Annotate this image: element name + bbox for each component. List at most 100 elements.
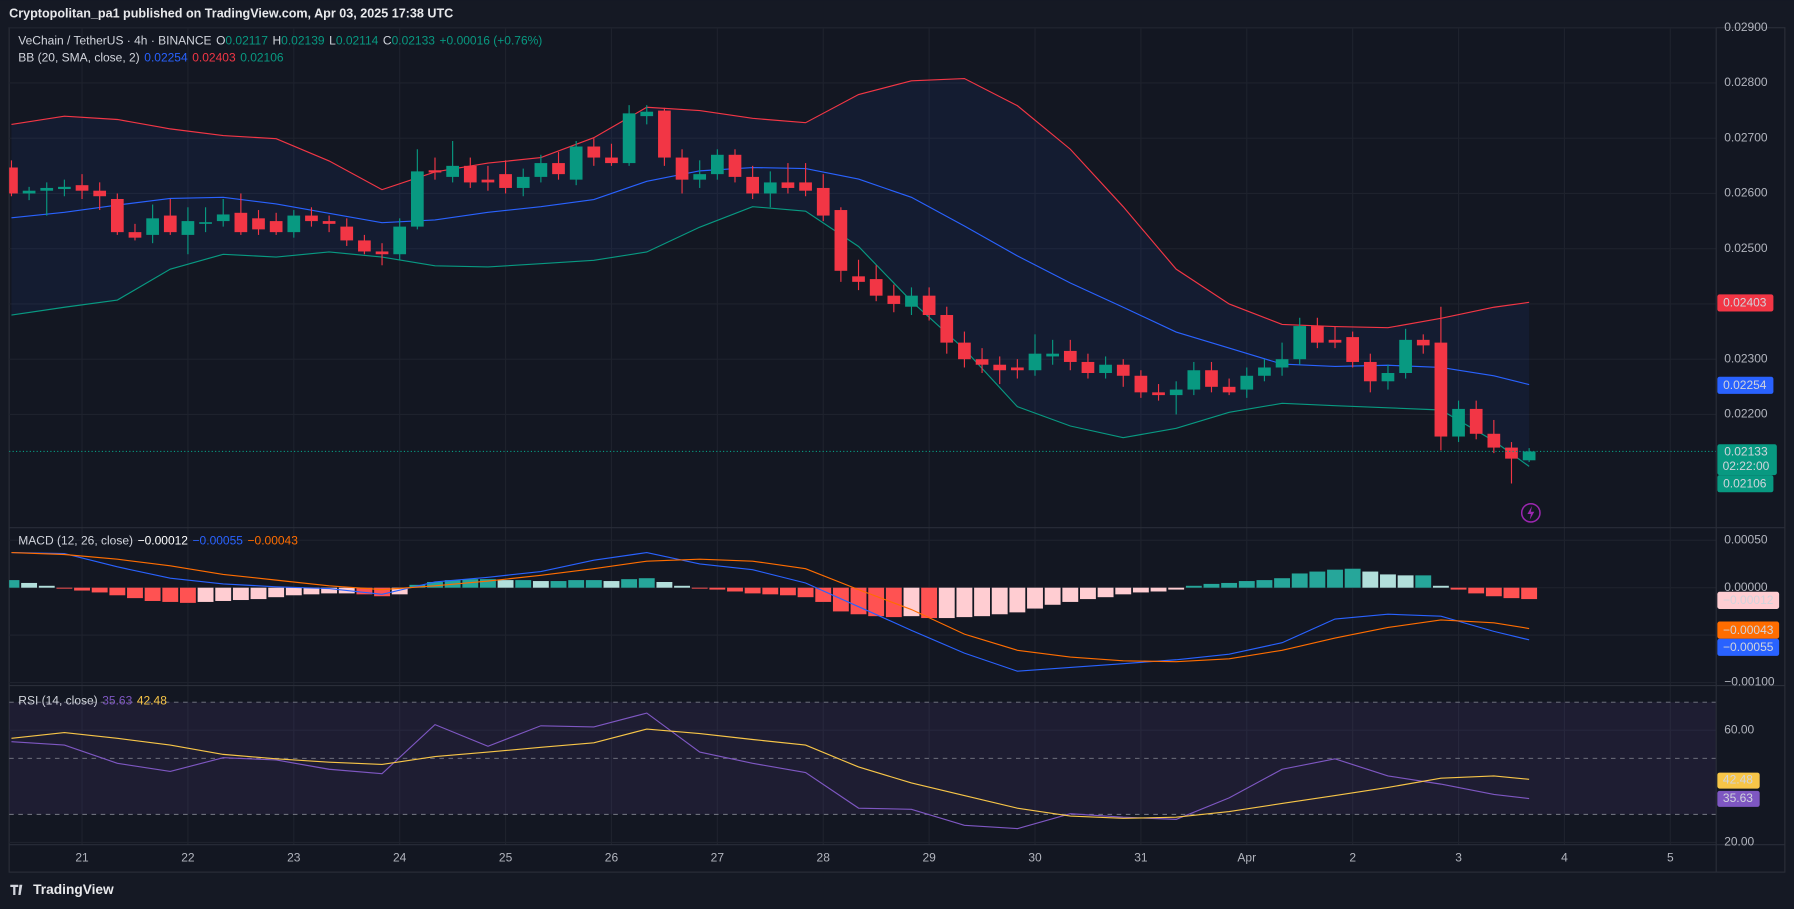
- bb-line: [11, 166, 1530, 386]
- histogram-bar: [9, 580, 20, 588]
- footer-logo[interactable]: TradingView: [10, 882, 114, 897]
- x-tick-label: 5: [1667, 851, 1674, 865]
- candle-body: [1258, 367, 1271, 376]
- brand[interactable]: TradingView: [33, 882, 114, 897]
- axes: 21 22 23 24 25 26 27 28 29 30 31 Apr 2 3 4 50.022000.02…: [75, 20, 1775, 865]
- chart-frame: [8, 27, 1786, 873]
- o-value: 0.02117: [225, 34, 268, 48]
- price-pane: [9, 77, 1717, 484]
- candle-body: [93, 190, 107, 197]
- histogram-bar: [250, 587, 267, 600]
- candle-body: [305, 215, 318, 222]
- histogram-bar: [921, 587, 938, 619]
- candle-body: [393, 226, 407, 255]
- histogram-bar: [691, 587, 708, 589]
- histogram-bar: [1221, 582, 1238, 588]
- histogram-bar: [38, 585, 55, 588]
- histogram-bar: [144, 587, 161, 601]
- candle-body: [1328, 339, 1342, 343]
- candle-body: [1487, 433, 1501, 448]
- candle-body: [234, 212, 248, 233]
- histogram-bar: [1432, 585, 1449, 588]
- histogram-bar: [1097, 587, 1114, 598]
- candle-body: [1363, 361, 1377, 382]
- bb-title: BB (20, SMA, close, 2): [18, 51, 139, 65]
- y-tick-label: −0.00100: [1724, 675, 1775, 689]
- histogram-bar: [268, 587, 285, 598]
- candle-body: [1346, 337, 1360, 362]
- alert-ring[interactable]: [1520, 502, 1541, 523]
- histogram-bar: [1203, 583, 1220, 588]
- histogram-bar: [162, 587, 179, 602]
- candle-body: [675, 157, 689, 180]
- candle-body: [746, 176, 759, 194]
- candle-body: [428, 170, 442, 173]
- candle-body: [816, 187, 830, 216]
- histogram-bar: [1327, 569, 1343, 588]
- candle-body: [199, 222, 212, 224]
- histogram-bar: [1185, 585, 1202, 588]
- histogram-bar: [956, 587, 973, 618]
- histogram-bar: [1503, 587, 1520, 599]
- last-price-label: 0.02133: [1724, 444, 1768, 458]
- x-tick-label: 27: [711, 851, 725, 865]
- candle-body: [640, 111, 654, 117]
- legend-macd: MACD (12, 26, close) −0.00012 −0.00055 −0.0…: [18, 534, 298, 548]
- y-tick-label: 0.02200: [1724, 407, 1768, 421]
- upper-label: 0.02403: [1723, 296, 1767, 310]
- histogram-bar: [127, 587, 143, 599]
- histogram-bar: [91, 587, 108, 593]
- histogram-bar: [197, 587, 214, 602]
- candle-body: [1028, 353, 1042, 371]
- lower-label: 0.02106: [1723, 476, 1767, 490]
- alert-icon[interactable]: [1520, 502, 1541, 523]
- x-tick-label: 2: [1349, 851, 1356, 865]
- histogram-bar: [1080, 587, 1096, 600]
- histogram-bar: [1380, 574, 1396, 588]
- candle-body: [75, 185, 89, 191]
- candle-body: [110, 198, 124, 233]
- histogram-bar: [356, 587, 373, 595]
- candle-body: [410, 171, 424, 227]
- histogram-bar: [391, 587, 408, 595]
- y-tick-label: 0.02600: [1724, 186, 1768, 200]
- candle-body: [446, 165, 459, 177]
- alert-bolt[interactable]: [1527, 505, 1535, 520]
- histogram-bar: [1132, 587, 1149, 593]
- x-tick-label: 26: [605, 851, 619, 865]
- candle-body: [481, 179, 495, 183]
- histogram-bar: [1150, 587, 1167, 592]
- candle-body: [1116, 364, 1130, 376]
- histogram-bar: [285, 587, 302, 596]
- candle-body: [1293, 326, 1307, 360]
- histogram-bar: [744, 587, 761, 594]
- candle-body: [993, 364, 1007, 371]
- bb-line: [11, 77, 1530, 329]
- candle-body: [852, 276, 865, 282]
- histogram-bar: [1168, 587, 1185, 590]
- candle-body: [958, 342, 971, 360]
- candle-body: [1099, 364, 1112, 374]
- candle-body: [869, 279, 883, 296]
- histogram-bar: [550, 581, 567, 588]
- histogram-bar: [462, 579, 479, 588]
- legend-rsi: RSI (14, close) 35.63 42.48: [18, 694, 167, 708]
- hist-label: −0.00012: [1723, 593, 1774, 607]
- label-bg: [1717, 475, 1774, 493]
- rsi-pane: [9, 701, 1717, 830]
- candle-body: [1081, 361, 1095, 374]
- y-tick-label: 0.02900: [1724, 20, 1768, 34]
- candle-body: [1187, 370, 1201, 390]
- candle-body: [1469, 408, 1483, 434]
- candle-body: [40, 187, 54, 191]
- label-bg: [1717, 772, 1760, 789]
- legend-main: VeChain / TetherUS · 4h · BINANCE O0.0211…: [18, 34, 542, 48]
- histogram-bar: [232, 587, 249, 601]
- header-title: Cryptopolitan_pa1 published on TradingVi…: [9, 6, 453, 20]
- histogram-bar: [815, 587, 832, 602]
- histogram-bar: [1468, 587, 1485, 594]
- candle-body: [799, 182, 812, 191]
- histogram-bar: [479, 579, 496, 588]
- logo-mark[interactable]: [10, 884, 23, 895]
- y-tick-label: 0.02500: [1724, 241, 1768, 255]
